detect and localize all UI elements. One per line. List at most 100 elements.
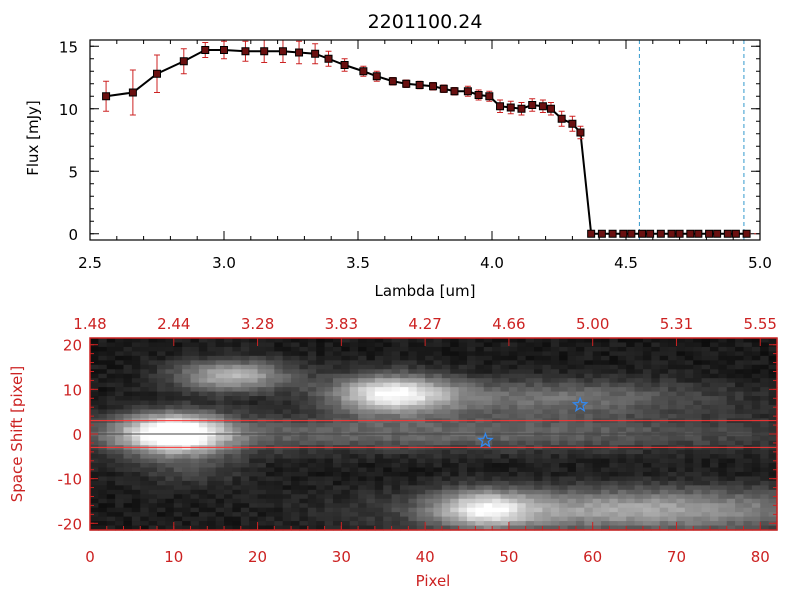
heatmap-cell bbox=[282, 494, 292, 500]
heatmap-cell bbox=[508, 449, 518, 455]
heatmap-cell bbox=[609, 454, 619, 460]
heatmap-cell bbox=[165, 382, 175, 388]
heatmap-cell bbox=[249, 463, 259, 469]
heatmap-cell bbox=[148, 521, 158, 527]
heatmap-cell bbox=[257, 378, 267, 384]
heatmap-cell bbox=[542, 355, 552, 361]
heatmap-cell bbox=[433, 338, 443, 344]
heatmap-cell bbox=[760, 507, 770, 513]
heatmap-cell bbox=[718, 476, 728, 482]
heatmap-cell bbox=[215, 512, 225, 518]
heatmap-cell bbox=[416, 494, 426, 500]
heatmap-cell bbox=[106, 369, 116, 375]
heatmap-cell bbox=[467, 503, 476, 509]
heatmap-cell bbox=[198, 364, 208, 370]
heatmap-cell bbox=[383, 413, 393, 419]
heatmap-cell bbox=[215, 454, 225, 460]
heatmap-cell bbox=[684, 494, 694, 500]
heatmap-cell bbox=[534, 413, 544, 419]
heatmap-cell bbox=[701, 373, 711, 379]
heatmap-cell bbox=[215, 355, 225, 361]
heatmap-cell bbox=[450, 387, 460, 393]
heatmap-cell bbox=[332, 400, 342, 406]
heatmap-cell bbox=[626, 355, 636, 361]
heatmap-cell bbox=[525, 422, 535, 428]
heatmap-cell bbox=[467, 525, 476, 531]
heatmap-cell bbox=[617, 351, 627, 357]
heatmap-cell bbox=[115, 342, 125, 348]
heatmap-cell bbox=[182, 396, 192, 402]
heatmap-cell bbox=[366, 471, 376, 478]
heatmap-cell bbox=[642, 355, 652, 361]
heatmap-cell bbox=[198, 489, 208, 495]
heatmap-cell bbox=[157, 378, 166, 384]
heatmap-cell bbox=[148, 369, 158, 375]
heatmap-cell bbox=[659, 369, 669, 375]
heatmap-cell bbox=[760, 516, 770, 522]
heatmap-cell bbox=[626, 338, 636, 344]
heatmap-cell bbox=[282, 449, 292, 455]
data-point bbox=[646, 229, 655, 238]
heatmap-cell bbox=[659, 338, 669, 344]
y-axis-label: Flux [mJy] bbox=[24, 100, 42, 176]
heatmap-cell bbox=[517, 391, 527, 397]
heatmap-cell bbox=[450, 454, 460, 460]
heatmap-cell bbox=[684, 454, 694, 460]
heatmap-cell bbox=[198, 463, 208, 469]
heatmap-cell bbox=[534, 467, 544, 473]
heatmap-cell bbox=[492, 404, 502, 411]
heatmap-cell bbox=[257, 382, 267, 388]
heatmap-cell bbox=[651, 369, 661, 375]
heatmap-cell bbox=[751, 449, 761, 455]
data-point bbox=[496, 102, 505, 111]
heatmap-cell bbox=[148, 413, 158, 419]
heatmap-cell bbox=[718, 404, 728, 411]
heatmap-cell bbox=[215, 342, 225, 348]
data-point bbox=[597, 229, 606, 238]
heatmap-cell bbox=[416, 427, 426, 433]
heatmap-cell bbox=[106, 494, 116, 500]
heatmap-cell bbox=[408, 360, 418, 366]
heatmap-cell bbox=[760, 454, 770, 460]
heatmap-cell bbox=[450, 400, 460, 406]
heatmap-cell bbox=[534, 525, 544, 531]
heatmap-cell bbox=[542, 454, 552, 460]
heatmap-cell bbox=[609, 471, 619, 478]
heatmap-cell bbox=[542, 476, 552, 482]
heatmap-cell bbox=[659, 409, 669, 415]
heatmap-cell bbox=[265, 494, 275, 500]
heatmap-cell bbox=[240, 413, 250, 419]
heatmap-cell bbox=[584, 404, 594, 411]
heatmap-cell bbox=[173, 364, 183, 370]
data-point bbox=[705, 229, 714, 238]
data-point bbox=[128, 88, 137, 97]
heatmap-cell bbox=[768, 436, 778, 442]
heatmap-cell bbox=[751, 525, 761, 531]
heatmap-cell bbox=[98, 351, 108, 357]
heatmap-cell bbox=[441, 494, 451, 500]
heatmap-cell bbox=[98, 471, 108, 478]
heatmap-cell bbox=[425, 440, 435, 446]
heatmap-cell bbox=[274, 512, 284, 518]
heatmap-cell bbox=[584, 387, 594, 393]
heatmap-cell bbox=[659, 436, 669, 442]
heatmap-cell bbox=[483, 391, 493, 397]
heatmap-cell bbox=[684, 400, 694, 406]
heatmap-cell bbox=[542, 467, 552, 473]
heatmap-cell bbox=[483, 458, 493, 464]
heatmap-cell bbox=[693, 342, 703, 348]
heatmap-cell bbox=[550, 373, 560, 379]
heatmap-cell bbox=[291, 369, 301, 375]
heatmap-cell bbox=[601, 463, 611, 469]
heatmap-cell bbox=[559, 485, 569, 491]
heatmap-cell bbox=[517, 512, 527, 518]
heatmap-cell bbox=[567, 400, 577, 406]
heatmap-cell bbox=[517, 409, 527, 415]
heatmap-cell bbox=[307, 436, 317, 442]
heatmap-cell bbox=[718, 360, 728, 366]
heatmap-cell bbox=[157, 512, 166, 518]
heatmap-cell bbox=[383, 396, 393, 402]
heatmap-cell bbox=[567, 458, 577, 464]
heatmap-cell bbox=[458, 351, 468, 357]
heatmap-cell bbox=[751, 391, 761, 397]
